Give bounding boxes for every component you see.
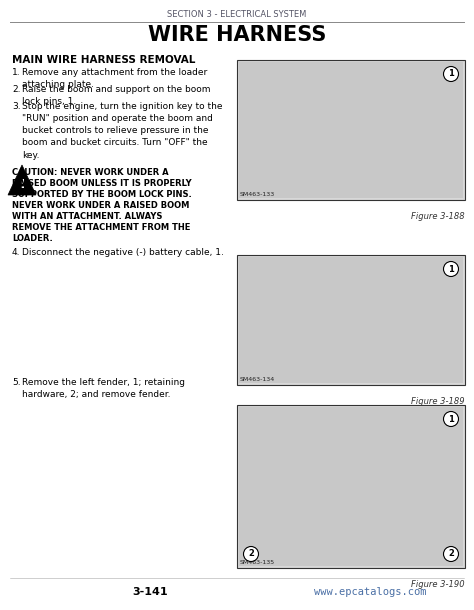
Bar (237, 60, 465, 200)
Text: SECTION 3 - ELECTRICAL SYSTEM: SECTION 3 - ELECTRICAL SYSTEM (167, 10, 307, 19)
Text: Remove the left fender, 1; retaining
hardware, 2; and remove fender.: Remove the left fender, 1; retaining har… (22, 378, 185, 399)
Text: !: ! (19, 178, 25, 191)
Bar (237, 255, 465, 385)
Text: Figure 3-189: Figure 3-189 (411, 397, 465, 406)
Circle shape (444, 547, 458, 561)
Text: 3.: 3. (12, 102, 21, 111)
Text: SM463-133: SM463-133 (240, 192, 275, 197)
Text: www.epcatalogs.com: www.epcatalogs.com (314, 587, 426, 597)
Bar (239, 407, 463, 566)
Text: 2.: 2. (12, 85, 20, 94)
Text: NEVER WORK UNDER A RAISED BOOM: NEVER WORK UNDER A RAISED BOOM (12, 201, 190, 210)
Text: 3-141: 3-141 (132, 587, 168, 597)
Text: RAISED BOOM UNLESS IT IS PROPERLY: RAISED BOOM UNLESS IT IS PROPERLY (12, 179, 191, 188)
Text: LOADER.: LOADER. (12, 234, 53, 243)
Text: 1: 1 (448, 265, 454, 273)
Text: Remove any attachment from the loader
attaching plate.: Remove any attachment from the loader at… (22, 68, 207, 89)
Text: Figure 3-190: Figure 3-190 (411, 580, 465, 589)
Text: SM463-135: SM463-135 (240, 560, 275, 565)
Circle shape (444, 262, 458, 276)
Text: 1: 1 (448, 70, 454, 79)
Text: 5.: 5. (12, 378, 21, 387)
Text: Raise the boom and support on the boom
lock pins, 1.: Raise the boom and support on the boom l… (22, 85, 210, 106)
Text: MAIN WIRE HARNESS REMOVAL: MAIN WIRE HARNESS REMOVAL (12, 55, 195, 65)
Bar (239, 62, 463, 198)
Circle shape (244, 547, 258, 561)
Text: REMOVE THE ATTACHMENT FROM THE: REMOVE THE ATTACHMENT FROM THE (12, 223, 191, 232)
Text: 2: 2 (448, 550, 454, 559)
Text: WIRE HARNESS: WIRE HARNESS (148, 25, 326, 45)
Text: SUPPORTED BY THE BOOM LOCK PINS.: SUPPORTED BY THE BOOM LOCK PINS. (12, 190, 192, 199)
Text: 1.: 1. (12, 68, 21, 77)
Text: WITH AN ATTACHMENT. ALWAYS: WITH AN ATTACHMENT. ALWAYS (12, 212, 163, 221)
Text: 2: 2 (248, 550, 254, 559)
Text: Disconnect the negative (-) battery cable, 1.: Disconnect the negative (-) battery cabl… (22, 248, 224, 257)
Text: Figure 3-188: Figure 3-188 (411, 212, 465, 221)
Polygon shape (8, 165, 36, 195)
Text: SM463-134: SM463-134 (240, 377, 275, 382)
Text: 4.: 4. (12, 248, 20, 257)
Circle shape (444, 66, 458, 82)
Bar (237, 405, 465, 568)
Circle shape (444, 412, 458, 426)
Text: CAUTION: NEVER WORK UNDER A: CAUTION: NEVER WORK UNDER A (12, 168, 169, 177)
Text: Stop the engine, turn the ignition key to the
"RUN" position and operate the boo: Stop the engine, turn the ignition key t… (22, 102, 222, 160)
Text: 1: 1 (448, 415, 454, 423)
Bar (239, 257, 463, 383)
